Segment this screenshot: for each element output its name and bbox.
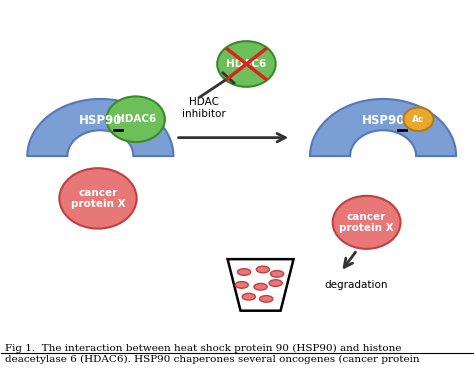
Text: HSP90: HSP90	[361, 114, 405, 127]
Text: cancer
protein X: cancer protein X	[71, 188, 125, 209]
Ellipse shape	[242, 293, 255, 300]
Text: HDAC6: HDAC6	[116, 114, 156, 124]
Text: HDAC
inhibitor: HDAC inhibitor	[182, 97, 226, 119]
Ellipse shape	[235, 282, 248, 288]
Text: cancer
protein X: cancer protein X	[339, 211, 394, 233]
Polygon shape	[310, 99, 456, 156]
Circle shape	[107, 96, 165, 142]
Polygon shape	[228, 259, 293, 311]
Ellipse shape	[237, 269, 251, 275]
Text: HSP90: HSP90	[79, 114, 122, 127]
Circle shape	[59, 168, 137, 229]
Ellipse shape	[256, 266, 270, 273]
Text: HDAC6: HDAC6	[226, 59, 266, 69]
Ellipse shape	[271, 270, 283, 277]
Ellipse shape	[269, 280, 282, 286]
Text: Ac: Ac	[412, 115, 425, 124]
Ellipse shape	[254, 283, 267, 290]
Circle shape	[217, 41, 276, 87]
Circle shape	[333, 196, 401, 249]
Circle shape	[403, 108, 434, 131]
Text: degradation: degradation	[324, 280, 388, 290]
Text: Fig 1.  The interaction between heat shock protein 90 (HSP90) and histone
deacet: Fig 1. The interaction between heat shoc…	[5, 344, 419, 364]
Ellipse shape	[260, 296, 273, 302]
Polygon shape	[27, 99, 173, 156]
